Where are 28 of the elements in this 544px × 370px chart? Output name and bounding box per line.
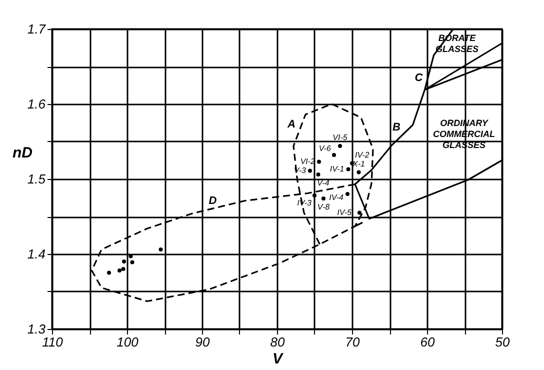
annotation: A [286,118,296,130]
x-tick-label: 90 [195,334,210,350]
annotation: V-4 [317,178,330,188]
annotation: IV-5 [337,208,352,217]
x-axis-title: V [272,350,284,368]
annotation: IV-4 [329,193,344,202]
y-tick-label: 1.7 [27,22,46,36]
y-axis-title: nD [12,144,33,162]
y-tick-label: 1.3 [27,322,46,336]
x-tick-label: 60 [420,334,436,350]
annotation: IV-3 [297,198,312,208]
y-tick-label: 1.4 [27,246,46,262]
x-tick-label: 50 [495,334,510,350]
annotation: B [392,121,401,134]
y-tick-label: 1.5 [27,172,46,186]
annotation: VI-5 [332,133,348,142]
annotation: V-8 [317,202,330,212]
y-tick-label: 1.6 [27,96,46,112]
annotation: V-6 [318,144,332,153]
x-tick-label: 80 [270,334,286,350]
annotation: C [414,72,424,84]
x-tick-label: 110 [42,334,64,350]
x-tick-label: 70 [345,334,360,350]
x-tick-label: 100 [116,334,140,350]
annotation: X-1 [352,159,365,168]
annotation: IV-2 [355,150,370,160]
annotation: IV-1 [330,164,344,174]
annotation: D [208,194,217,207]
